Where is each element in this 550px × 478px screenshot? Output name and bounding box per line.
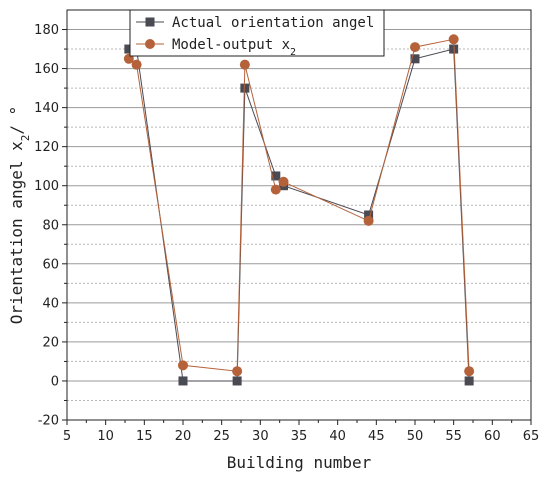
y-tick-label: 140: [34, 101, 59, 116]
data-point: [232, 366, 243, 377]
y-tick-label: 160: [34, 62, 59, 77]
series-1: [123, 34, 475, 377]
y-axis-title-unit: / °: [7, 106, 26, 135]
x-tick-label: 20: [175, 429, 192, 444]
legend-label: Actual orientation angel: [172, 15, 374, 31]
data-point: [178, 360, 188, 371]
x-tick-label: 50: [407, 429, 424, 444]
data-point: [464, 376, 474, 386]
legend-entry-0: Actual orientation angel: [136, 15, 374, 31]
data-point: [131, 59, 142, 70]
data-point: [124, 44, 134, 54]
x-tick-label: 5: [63, 429, 71, 444]
data-point: [448, 34, 459, 45]
y-tick-label: 20: [42, 335, 59, 350]
series: [123, 34, 475, 386]
x-tick-label: 55: [445, 429, 462, 444]
legend-entry-1: Model-output x2: [136, 37, 296, 58]
axis-ticks: 5 10 15 20 25 30 35 40 45 50 55 60 65 -20 0 20 40 60 80 100…: [34, 23, 539, 444]
legend-label-main: Actual orientation angel: [172, 15, 374, 31]
data-point: [270, 184, 281, 195]
x-tick-label: 30: [252, 429, 269, 444]
y-tick-label: 40: [42, 296, 59, 311]
y-tick-label: 0: [51, 374, 59, 389]
data-point: [232, 376, 242, 386]
x-tick-label: 10: [97, 429, 114, 444]
legend-label: Model-output x2: [172, 37, 296, 58]
legend-marker: [145, 17, 155, 27]
y-tick-label: 60: [42, 257, 59, 272]
y-tick-label: -20: [38, 414, 59, 429]
data-point: [278, 176, 289, 187]
data-point: [271, 171, 281, 181]
legend-label-main: Model-output x: [172, 37, 290, 53]
data-point: [364, 210, 374, 220]
y-tick-label: 80: [42, 218, 59, 233]
data-point: [178, 376, 188, 386]
x-tick-label: 45: [368, 429, 385, 444]
y-tick-label: 180: [34, 23, 59, 38]
legend-box: [129, 9, 385, 57]
series-0: [124, 44, 474, 386]
data-point: [464, 366, 475, 377]
x-axis-title: Building number: [227, 453, 372, 472]
legend-marker: [145, 39, 155, 49]
x-tick-label: 35: [291, 429, 308, 444]
x-tick-label: 60: [484, 429, 501, 444]
data-point: [410, 42, 420, 53]
x-tick-label: 65: [523, 429, 540, 444]
y-tick-label: 120: [34, 140, 59, 155]
legend: Actual orientation angel Model-output x2: [129, 9, 385, 58]
legend-label-subscript: 2: [290, 47, 296, 58]
data-point: [240, 83, 250, 93]
data-point: [410, 54, 420, 64]
y-tick-label: 100: [34, 179, 59, 194]
x-tick-label: 25: [213, 429, 230, 444]
data-point: [239, 59, 250, 70]
series-line: [128, 48, 470, 382]
y-axis-title: Orientation angel x2/ °: [7, 106, 32, 325]
x-tick-label: 15: [136, 429, 153, 444]
y-axis-title-main: Orientation angel x: [7, 141, 26, 324]
x-tick-label: 40: [329, 429, 346, 444]
y-axis-title-subscript: 2: [19, 135, 32, 142]
data-point: [363, 215, 374, 226]
